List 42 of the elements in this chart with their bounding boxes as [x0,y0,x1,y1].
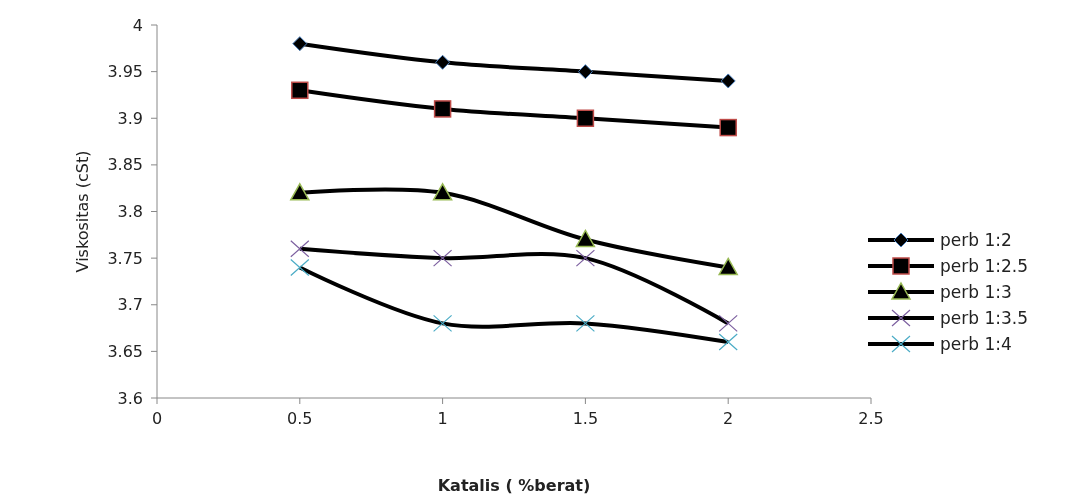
y-tick-label: 3.8 [117,202,143,222]
point [433,314,453,332]
point [720,73,736,89]
point [575,314,595,332]
y-tick-label: 3.6 [117,388,143,408]
x-tick-label: 2 [723,409,734,428]
y-tick-label: 3.9 [117,108,143,128]
x-tick-label: 0 [151,409,163,428]
point [575,249,595,267]
legend-label: perb 1:2.5 [940,255,1029,276]
legend-label: perb 1:3.5 [940,307,1029,328]
point [577,64,593,80]
legend-label: perb 1:3 [940,281,1012,302]
y-tick-label: 4 [132,15,143,35]
point [575,229,596,248]
point [435,54,451,70]
point [718,257,738,276]
point [290,258,310,277]
y-tick-label: 3.95 [107,62,143,82]
x-tick-label: 1 [437,409,448,428]
legend-label: perb 1:2 [940,229,1012,250]
point [576,109,595,127]
y-tick-label: 3.85 [107,155,143,175]
legend-label: perb 1:4 [940,333,1012,354]
point [718,314,738,332]
x-tick-label: 0.5 [287,409,313,428]
point [718,333,738,351]
point [290,183,310,201]
point [433,100,452,118]
x-axis-title: Katalis ( %berat) [437,476,591,495]
x-tick-label: 2.5 [858,409,884,428]
point [719,118,737,137]
y-tick-label: 3.65 [107,341,143,361]
point [433,249,453,267]
y-tick-label: 3.7 [117,295,143,315]
point [290,240,310,258]
point [432,183,453,201]
y-tick-label: 3.75 [107,248,143,268]
y-axis-title: Viskositas (cSt) [73,150,92,273]
x-tick-label: 1.5 [572,409,599,428]
point [292,36,308,52]
point [291,81,309,100]
